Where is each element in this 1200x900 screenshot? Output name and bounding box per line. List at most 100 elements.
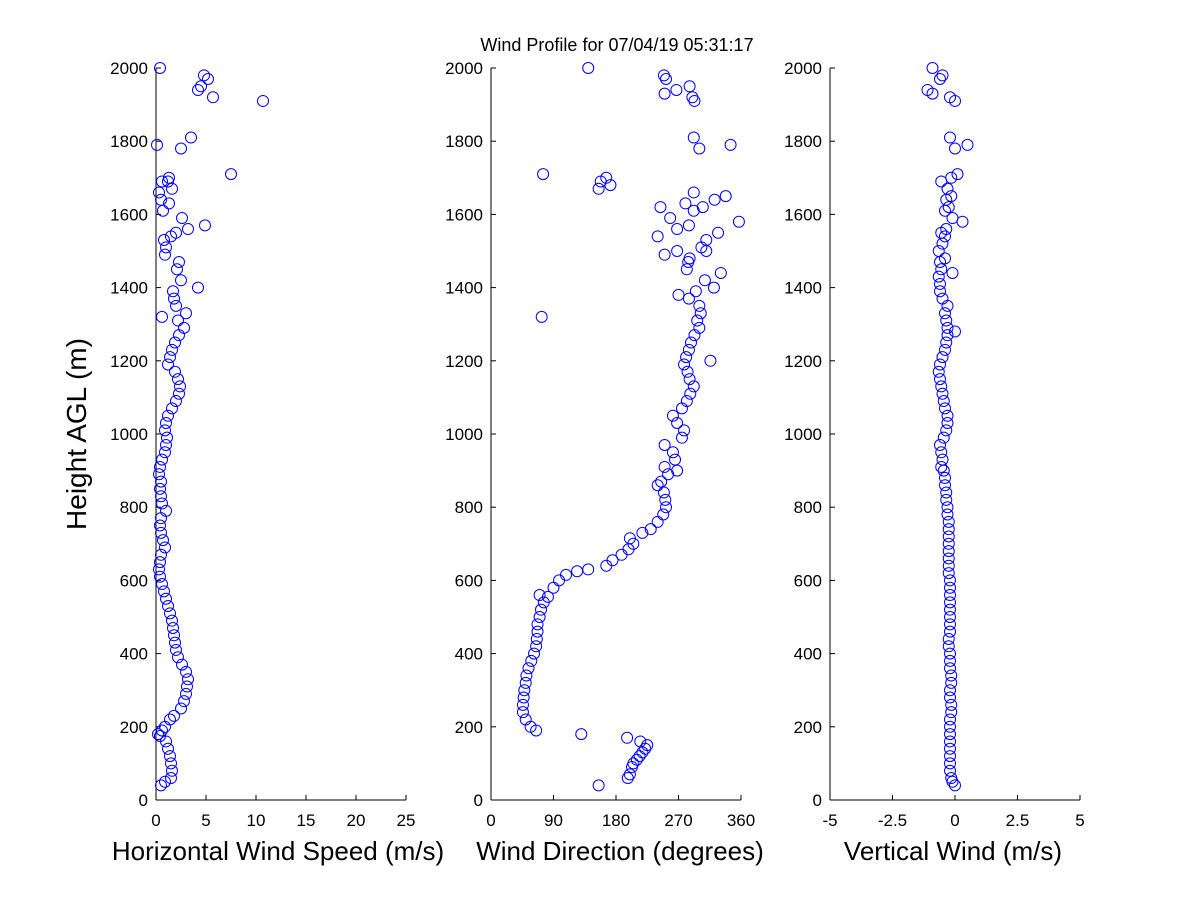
data-point <box>153 186 165 199</box>
data-point <box>937 431 950 444</box>
data-point <box>157 534 169 547</box>
data-point <box>166 343 178 356</box>
data-point <box>940 486 953 499</box>
data-point <box>941 501 954 514</box>
y-tick-label: 2000 <box>110 59 148 78</box>
y-tick-label: 1400 <box>110 279 148 298</box>
data-point <box>154 62 166 74</box>
y-tick-label: 400 <box>794 645 822 664</box>
y-tick-label: 400 <box>455 645 483 664</box>
vertical-wind-axis-label: Vertical Wind (m/s) <box>844 836 1062 866</box>
data-point <box>174 380 186 393</box>
data-point <box>533 589 546 602</box>
data-point <box>171 263 183 276</box>
data-point <box>934 373 946 386</box>
data-point <box>658 87 671 100</box>
data-point <box>941 508 954 521</box>
data-point <box>704 354 717 367</box>
data-point <box>651 479 664 492</box>
data-point <box>936 453 949 466</box>
data-point <box>651 515 664 528</box>
data-point <box>691 314 704 327</box>
data-point <box>162 742 174 755</box>
data-point <box>687 380 700 393</box>
data-point <box>167 285 179 298</box>
x-tick-label: 25 <box>397 811 416 830</box>
data-point <box>185 131 197 144</box>
data-point <box>942 552 955 565</box>
data-point <box>698 274 711 287</box>
data-point <box>666 409 679 422</box>
x-tick-label: 2.5 <box>1006 811 1030 830</box>
data-point <box>164 750 176 763</box>
data-point <box>945 171 958 184</box>
data-point <box>687 186 700 199</box>
data-point <box>154 556 166 569</box>
y-tick-label: 1400 <box>445 279 483 298</box>
data-point <box>669 453 682 466</box>
data-point <box>257 94 269 107</box>
data-point <box>936 387 949 400</box>
data-point <box>935 460 948 473</box>
data-point <box>940 493 953 506</box>
data-point <box>942 640 955 653</box>
data-point <box>658 460 671 473</box>
data-point <box>671 245 684 257</box>
data-point <box>686 91 699 104</box>
data-point <box>158 585 170 598</box>
data-point <box>683 252 696 265</box>
data-point <box>606 554 619 567</box>
data-point <box>170 226 182 239</box>
data-point <box>159 720 171 733</box>
data-point <box>169 636 181 649</box>
data-point <box>934 358 946 371</box>
data-point <box>167 621 179 634</box>
data-point <box>155 193 167 206</box>
data-point <box>939 479 951 492</box>
data-point <box>940 223 953 236</box>
data-point <box>157 204 169 217</box>
data-point <box>942 537 955 550</box>
data-point <box>156 310 168 323</box>
data-point <box>533 611 546 623</box>
data-point <box>520 669 533 682</box>
data-point <box>655 475 668 488</box>
data-point <box>156 578 168 591</box>
y-tick-label: 1000 <box>784 425 822 444</box>
data-point <box>180 687 192 700</box>
y-tick-label: 1200 <box>110 352 148 371</box>
data-point <box>693 299 706 312</box>
data-point <box>192 83 204 96</box>
data-point <box>678 424 691 437</box>
data-point <box>163 197 175 210</box>
data-point <box>166 182 178 195</box>
data-point <box>700 245 713 257</box>
x-tick-label: 15 <box>297 811 316 830</box>
data-point <box>945 190 958 203</box>
data-point <box>164 607 176 620</box>
data-point <box>547 581 560 594</box>
data-point <box>156 453 168 466</box>
data-point <box>634 735 647 748</box>
data-point <box>945 772 958 785</box>
data-point <box>176 212 188 225</box>
x-tick-label: 10 <box>247 811 266 830</box>
data-point <box>654 201 667 214</box>
data-point <box>942 523 955 536</box>
data-point <box>942 515 955 528</box>
data-point <box>519 713 532 726</box>
data-point <box>160 417 172 430</box>
data-point <box>172 373 184 386</box>
data-point <box>192 281 204 294</box>
data-point <box>944 589 956 602</box>
data-point <box>945 676 958 689</box>
data-point <box>156 175 168 188</box>
y-tick-label: 1200 <box>445 352 483 371</box>
data-point <box>156 724 168 737</box>
data-point <box>944 735 956 748</box>
data-point <box>941 182 954 195</box>
data-point <box>946 212 959 225</box>
data-point <box>180 307 192 320</box>
data-point <box>170 299 182 312</box>
data-point <box>944 750 956 763</box>
